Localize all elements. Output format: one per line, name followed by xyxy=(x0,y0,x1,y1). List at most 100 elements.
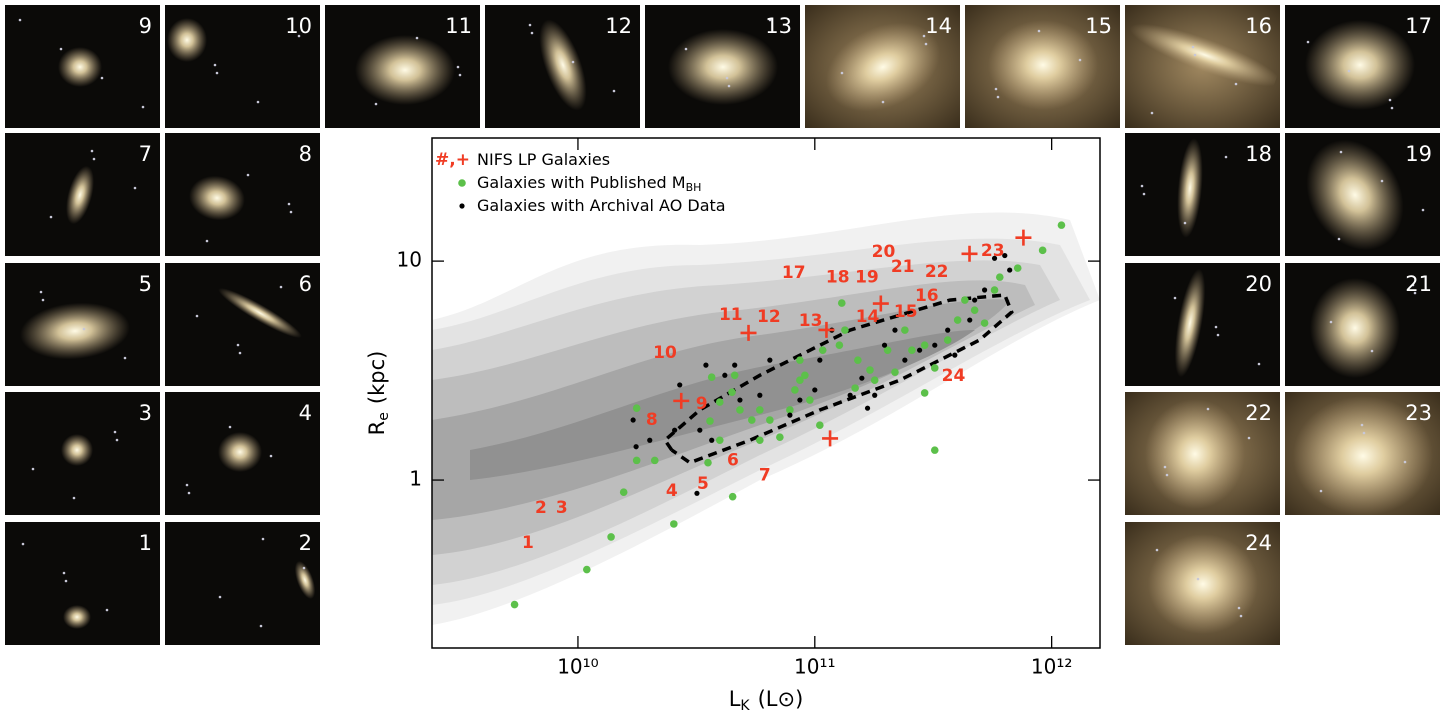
point-label: 5 xyxy=(697,474,709,494)
star xyxy=(1360,423,1364,427)
point xyxy=(647,437,653,443)
contour xyxy=(662,293,1014,465)
star xyxy=(768,18,772,22)
thumbnail: 5 xyxy=(5,263,160,386)
galaxy xyxy=(61,434,93,466)
plus-marker xyxy=(740,324,757,341)
point xyxy=(728,388,736,396)
star xyxy=(1150,111,1154,115)
x-tick-label: 10¹¹ xyxy=(794,655,835,679)
point xyxy=(841,326,849,334)
star xyxy=(1388,98,1392,102)
thumbnail: 2 xyxy=(165,522,320,645)
star xyxy=(236,343,240,347)
point xyxy=(1007,267,1013,273)
star xyxy=(456,65,460,69)
point-label: 23 xyxy=(981,241,1005,261)
star xyxy=(612,89,616,93)
point xyxy=(835,341,844,350)
point xyxy=(891,368,899,376)
galaxy xyxy=(294,561,316,599)
x-tick-label: 10¹² xyxy=(1031,655,1072,679)
point xyxy=(704,458,712,467)
star xyxy=(458,73,462,77)
point xyxy=(707,373,716,381)
point xyxy=(806,396,814,404)
star xyxy=(92,157,96,161)
thumbnail-label: 22 xyxy=(1245,401,1272,425)
galaxy xyxy=(1293,396,1433,515)
star xyxy=(1347,69,1351,73)
point xyxy=(797,397,803,403)
y-tick-label: 1 xyxy=(409,467,422,491)
star xyxy=(59,47,63,51)
star xyxy=(1329,320,1333,324)
star xyxy=(1257,362,1261,366)
galaxy xyxy=(1177,138,1203,238)
thumbnail: 13 xyxy=(645,5,800,128)
star xyxy=(1319,489,1323,493)
point xyxy=(756,406,764,414)
thumbnail-label: 15 xyxy=(1085,14,1112,38)
point xyxy=(619,488,628,497)
star xyxy=(205,239,209,243)
point-label: 19 xyxy=(855,268,879,288)
star xyxy=(1413,291,1417,295)
thumbnail-label: 9 xyxy=(139,14,152,38)
star xyxy=(39,290,43,294)
point xyxy=(583,565,591,574)
star xyxy=(218,595,222,599)
star xyxy=(994,87,998,91)
point xyxy=(650,456,659,465)
point-label: 18 xyxy=(826,268,850,288)
point xyxy=(715,436,724,445)
thumbnail-background xyxy=(165,522,320,645)
thumbnail: 23 xyxy=(1285,392,1440,515)
point xyxy=(1057,221,1066,229)
thumbnail: 8 xyxy=(165,133,320,256)
thumbnail-label: 7 xyxy=(139,142,152,166)
thumbnail-label: 10 xyxy=(285,14,312,38)
point xyxy=(932,342,938,348)
point xyxy=(677,382,683,388)
star xyxy=(1142,192,1146,196)
plus-marker xyxy=(961,245,978,262)
star xyxy=(727,84,731,88)
y-tick-label: 10 xyxy=(397,248,422,272)
point xyxy=(990,286,999,294)
galaxy xyxy=(167,18,207,62)
star xyxy=(64,579,68,583)
point xyxy=(801,371,809,380)
star xyxy=(922,34,926,38)
point xyxy=(901,326,909,334)
point xyxy=(703,362,709,368)
point xyxy=(816,421,824,430)
point xyxy=(883,346,892,354)
thumbnail-label: 14 xyxy=(925,14,952,38)
point-label: 10 xyxy=(653,343,677,363)
star xyxy=(228,425,232,429)
point xyxy=(715,398,724,406)
legend-name: Galaxies with Archival AO Data xyxy=(477,196,726,215)
galaxy xyxy=(218,432,262,472)
thumbnail-label: 12 xyxy=(605,14,632,38)
star xyxy=(1237,606,1241,610)
star xyxy=(90,149,94,153)
point xyxy=(791,386,799,394)
point xyxy=(607,533,615,541)
point-label: 6 xyxy=(727,450,739,470)
point-label: 22 xyxy=(925,262,949,282)
star xyxy=(261,537,265,541)
star xyxy=(1403,460,1407,464)
point xyxy=(728,492,737,501)
star xyxy=(1155,548,1159,552)
star xyxy=(1214,325,1218,329)
thumbnail: 17 xyxy=(1285,5,1440,128)
galaxy xyxy=(826,22,940,112)
thumbnail: 9 xyxy=(5,5,160,128)
star xyxy=(1411,283,1415,287)
point-label: 21 xyxy=(891,257,915,277)
point-label: 4 xyxy=(666,481,678,501)
point xyxy=(630,417,636,423)
